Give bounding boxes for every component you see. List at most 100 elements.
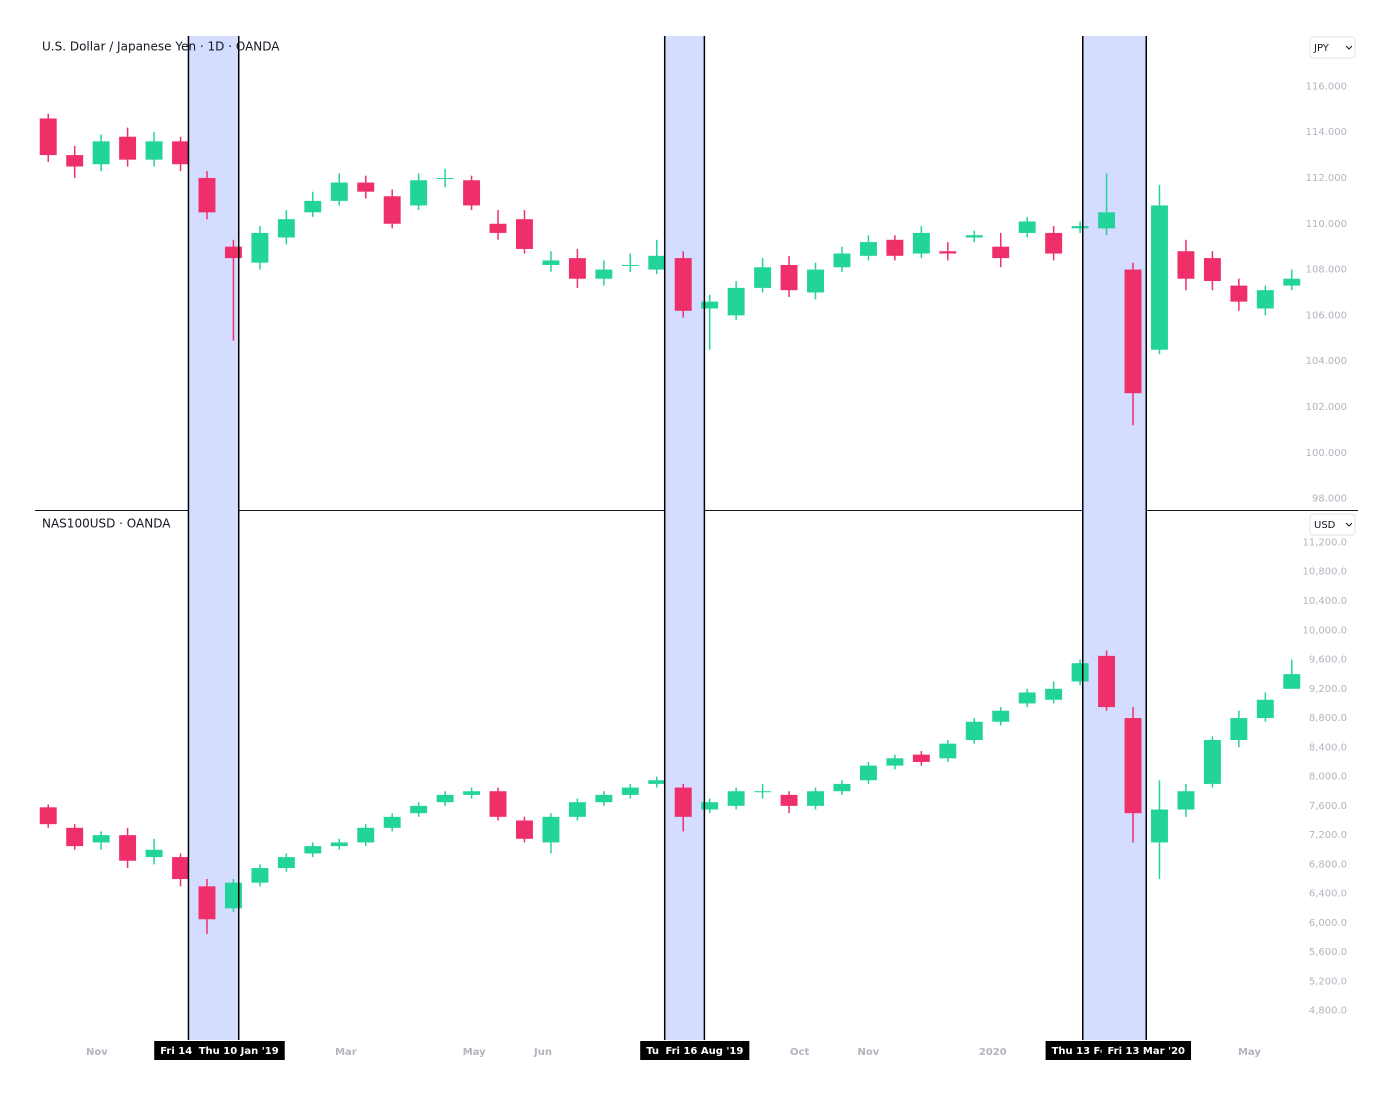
candle-body [383, 816, 401, 828]
candle-body [304, 846, 322, 854]
candle-layer [39, 113, 1301, 934]
candle-body [383, 196, 401, 224]
candle-body [463, 791, 481, 795]
candle-body [568, 258, 586, 279]
candle-body [1098, 655, 1116, 708]
candle-body [357, 182, 375, 192]
currency-button [1309, 513, 1356, 536]
candle-body [780, 794, 798, 806]
currency-label: JPY [1313, 43, 1330, 54]
candle-body [119, 835, 137, 861]
candle-body [463, 180, 481, 206]
y-tick-label: 8,400.0 [1309, 742, 1347, 753]
candle-body [1203, 740, 1221, 784]
x-tick-label: 2020 [979, 1047, 1007, 1058]
candle-body [965, 235, 983, 238]
candle-body [145, 849, 163, 858]
highlight-range [664, 36, 705, 1040]
candle-body [224, 882, 242, 909]
candle-body [674, 787, 692, 817]
candle-body [992, 710, 1010, 722]
candle-body [1256, 290, 1274, 309]
candle-body [436, 177, 454, 179]
y-tick-label: 6,400.0 [1309, 889, 1347, 900]
candle-body [1283, 278, 1301, 286]
y-tick-label: 110.000 [1306, 219, 1347, 230]
y-tick-label: 106.000 [1306, 310, 1347, 321]
currency-label: USD [1314, 520, 1336, 531]
candle-body [410, 180, 428, 206]
candle-body [39, 807, 57, 825]
candle-body [1124, 718, 1142, 814]
candle-body [859, 242, 877, 256]
candle-body [754, 791, 772, 793]
candle-body [727, 791, 745, 806]
candle-body [701, 301, 719, 309]
candle-body [859, 765, 877, 781]
x-tick-label: Nov [858, 1047, 880, 1058]
candle-body [66, 155, 84, 167]
y-tick-label: 9,600.0 [1309, 655, 1347, 666]
candle-body [92, 835, 110, 843]
candle-body [224, 246, 242, 259]
candle-body [595, 794, 613, 803]
candle-body [489, 791, 507, 817]
chart-title: NAS100USD · OANDA [42, 517, 171, 531]
candle-body [621, 264, 639, 266]
y-tick-label: 11,200.0 [1302, 537, 1347, 548]
candle-body [886, 239, 904, 256]
y-tick-label: 104.000 [1306, 356, 1347, 367]
date-label-box [192, 1041, 285, 1060]
candle-body [1151, 205, 1168, 350]
y-tick-label: 6,800.0 [1309, 859, 1347, 870]
date-label-text: Fri 16 Aug '19 [665, 1046, 743, 1057]
candle-body [1124, 269, 1142, 394]
y-tick-label: 112.000 [1306, 173, 1347, 184]
candle-body [516, 820, 533, 839]
y-tick-label: 5,200.0 [1309, 976, 1347, 987]
y-tick-label: 108.000 [1306, 265, 1347, 276]
candle-body [807, 791, 824, 806]
highlight-range [1082, 36, 1147, 1040]
candle-body [330, 182, 348, 201]
candle-body [912, 232, 930, 254]
candle-body [1203, 258, 1221, 282]
candle-body [330, 842, 348, 847]
date-label: Fri 16 Aug '19 [659, 1041, 750, 1060]
candle-body [251, 868, 269, 883]
candle-body [251, 232, 269, 263]
candle-body [277, 219, 295, 238]
date-label-box [1101, 1041, 1192, 1060]
candle-body [1018, 692, 1036, 704]
candle-body [1177, 251, 1195, 279]
candle-body [172, 141, 189, 165]
date-label: Thu 10 Jan '19 [192, 1041, 285, 1060]
candle-body [119, 136, 137, 160]
candle-body [1230, 718, 1248, 741]
candle-body [489, 223, 507, 233]
y-tick-label: 116.000 [1306, 81, 1347, 92]
chart-title: U.S. Dollar / Japanese Yen · 1D · OANDA [42, 40, 280, 54]
y-tick-label: 8,800.0 [1309, 713, 1347, 724]
candle-body [1098, 212, 1116, 229]
candle-body [833, 783, 851, 792]
candle-body [1151, 809, 1168, 843]
y-tick-label: 102.000 [1306, 402, 1347, 413]
x-tick-label: Nov [86, 1047, 108, 1058]
candle-body [1256, 699, 1274, 719]
candle-body [304, 200, 322, 213]
candle-body [992, 246, 1010, 259]
candle-body [277, 857, 295, 869]
candle-body [701, 802, 719, 810]
y-tick-label: 8,000.0 [1309, 772, 1347, 783]
candle-body [410, 805, 428, 814]
currency-button [1309, 36, 1356, 59]
candle-body [542, 260, 560, 265]
candle-body [39, 118, 57, 156]
y-tick-label: 98.000 [1312, 494, 1347, 505]
x-tick-label: Oct [790, 1047, 809, 1058]
candle-body [198, 886, 216, 920]
candle-body [66, 827, 84, 847]
